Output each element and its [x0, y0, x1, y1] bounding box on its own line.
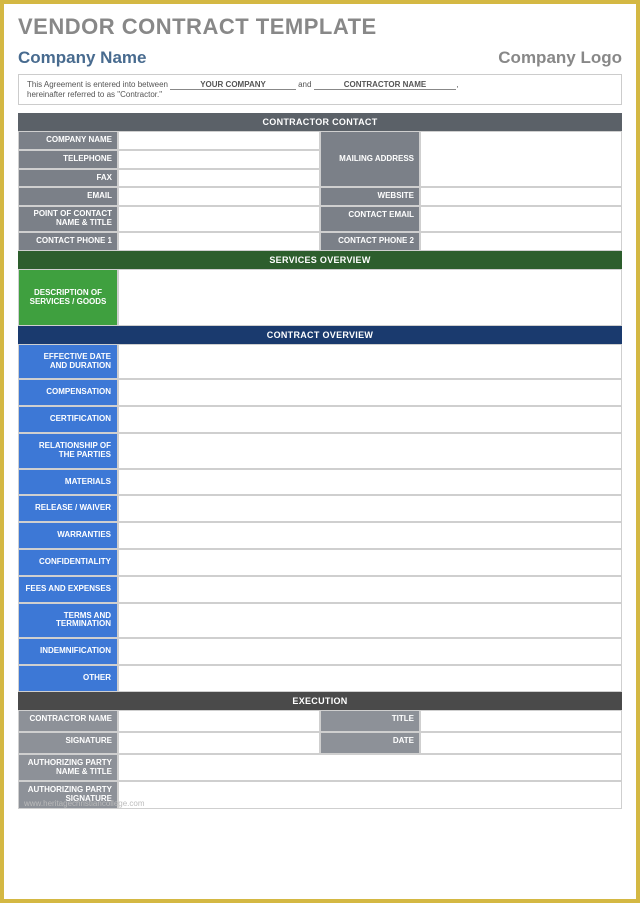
value-fax[interactable]: [118, 169, 320, 188]
section-header-execution: EXECUTION: [18, 692, 622, 710]
contact-grid: COMPANY NAME MAILING ADDRESS TELEPHONE F…: [18, 131, 622, 251]
section-header-contract: CONTRACT OVERVIEW: [18, 326, 622, 344]
value-poc[interactable]: [118, 206, 320, 232]
agreement-suffix: hereinafter referred to as "Contractor.": [27, 90, 162, 99]
label-contact-phone1: CONTACT PHONE 1: [18, 232, 118, 251]
value-effective-date[interactable]: [118, 344, 622, 380]
value-telephone[interactable]: [118, 150, 320, 169]
value-relationship[interactable]: [118, 433, 622, 469]
value-contact-email[interactable]: [420, 206, 622, 232]
label-effective-date: EFFECTIVE DATE AND DURATION: [18, 344, 118, 380]
value-other[interactable]: [118, 665, 622, 692]
label-materials: MATERIALS: [18, 469, 118, 496]
label-terms: TERMS AND TERMINATION: [18, 603, 118, 639]
agreement-mid: and: [298, 80, 311, 89]
label-other: OTHER: [18, 665, 118, 692]
value-contractor-title[interactable]: [420, 710, 622, 732]
value-warranties[interactable]: [118, 522, 622, 549]
label-contractor-signature: SIGNATURE: [18, 732, 118, 754]
value-fees[interactable]: [118, 576, 622, 603]
agreement-party2[interactable]: CONTRACTOR NAME: [314, 80, 457, 90]
label-company-name: COMPANY NAME: [18, 131, 118, 150]
section-header-contact: CONTRACTOR CONTACT: [18, 113, 622, 131]
label-website: WEBSITE: [320, 187, 420, 206]
value-contact-phone1[interactable]: [118, 232, 320, 251]
label-compensation: COMPENSATION: [18, 379, 118, 406]
value-contractor-name[interactable]: [118, 710, 320, 732]
label-auth-name: AUTHORIZING PARTY NAME & TITLE: [18, 754, 118, 782]
value-auth-name[interactable]: [118, 754, 622, 782]
services-grid: DESCRIPTION OF SERVICES / GOODS: [18, 269, 622, 326]
section-header-services: SERVICES OVERVIEW: [18, 251, 622, 269]
value-company-name[interactable]: [118, 131, 320, 150]
value-email[interactable]: [118, 187, 320, 206]
value-contractor-signature[interactable]: [118, 732, 320, 754]
value-auth-signature[interactable]: [118, 781, 622, 809]
value-contractor-date[interactable]: [420, 732, 622, 754]
value-certification[interactable]: [118, 406, 622, 433]
label-fax: FAX: [18, 169, 118, 188]
label-contact-email: CONTACT EMAIL: [320, 206, 420, 232]
label-email: EMAIL: [18, 187, 118, 206]
value-terms[interactable]: [118, 603, 622, 639]
company-name: Company Name: [18, 48, 146, 68]
label-confidentiality: CONFIDENTIALITY: [18, 549, 118, 576]
label-contact-phone2: CONTACT PHONE 2: [320, 232, 420, 251]
execution-grid: CONTRACTOR NAME TITLE SIGNATURE DATE AUT…: [18, 710, 622, 809]
contract-grid: EFFECTIVE DATE AND DURATION COMPENSATION…: [18, 344, 622, 692]
label-fees: FEES AND EXPENSES: [18, 576, 118, 603]
value-materials[interactable]: [118, 469, 622, 496]
label-certification: CERTIFICATION: [18, 406, 118, 433]
label-indemnification: INDEMNIFICATION: [18, 638, 118, 665]
agreement-party1[interactable]: YOUR COMPANY: [170, 80, 296, 90]
header-row: Company Name Company Logo: [18, 48, 622, 68]
value-compensation[interactable]: [118, 379, 622, 406]
label-warranties: WARRANTIES: [18, 522, 118, 549]
agreement-statement: This Agreement is entered into between Y…: [18, 74, 622, 105]
value-release[interactable]: [118, 495, 622, 522]
label-telephone: TELEPHONE: [18, 150, 118, 169]
label-relationship: RELATIONSHIP OF THE PARTIES: [18, 433, 118, 469]
value-indemnification[interactable]: [118, 638, 622, 665]
value-confidentiality[interactable]: [118, 549, 622, 576]
company-logo: Company Logo: [498, 48, 622, 68]
label-poc: POINT OF CONTACT NAME & TITLE: [18, 206, 118, 232]
label-release: RELEASE / WAIVER: [18, 495, 118, 522]
label-contractor-name: CONTRACTOR NAME: [18, 710, 118, 732]
value-description-services[interactable]: [118, 269, 622, 326]
label-contractor-title: TITLE: [320, 710, 420, 732]
label-mailing-address: MAILING ADDRESS: [320, 131, 420, 187]
value-contact-phone2[interactable]: [420, 232, 622, 251]
document-title: VENDOR CONTRACT TEMPLATE: [18, 14, 622, 40]
value-mailing-address[interactable]: [420, 131, 622, 187]
label-description-services: DESCRIPTION OF SERVICES / GOODS: [18, 269, 118, 326]
agreement-prefix: This Agreement is entered into between: [27, 80, 168, 89]
value-website[interactable]: [420, 187, 622, 206]
label-contractor-date: DATE: [320, 732, 420, 754]
